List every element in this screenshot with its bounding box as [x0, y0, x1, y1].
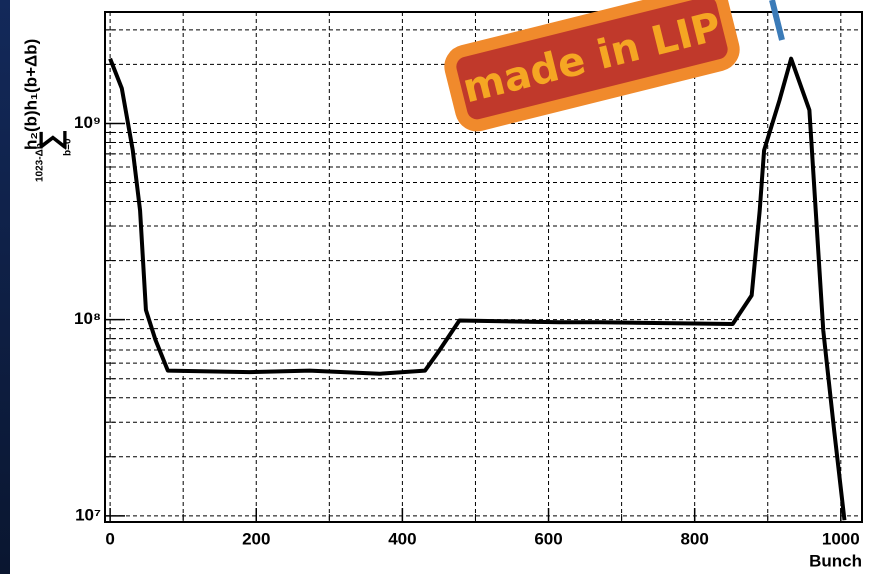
y-axis-label: h₂(b)h₁(b+Δb) [21, 39, 40, 150]
x-tick-label: 200 [242, 529, 270, 548]
x-tick-label: 1000 [822, 529, 860, 548]
y-label-sum-lower: b=0 [63, 138, 74, 156]
x-tick-label: 600 [534, 529, 562, 548]
x-tick-label: 0 [105, 529, 114, 548]
chart: 0200400600800100010⁷10⁸10⁹ Bunch ∑ 1023-… [0, 0, 872, 574]
canvas [10, 0, 872, 574]
x-tick-label: 800 [680, 529, 708, 548]
x-axis-label: Bunch [809, 551, 862, 570]
y-tick-label: 10⁸ [74, 309, 101, 328]
y-tick-label: 10⁹ [74, 113, 101, 132]
x-tick-label: 400 [388, 529, 416, 548]
page: 0200400600800100010⁷10⁸10⁹ Bunch ∑ 1023-… [0, 0, 872, 574]
y-tick-label: 10⁷ [75, 505, 101, 524]
